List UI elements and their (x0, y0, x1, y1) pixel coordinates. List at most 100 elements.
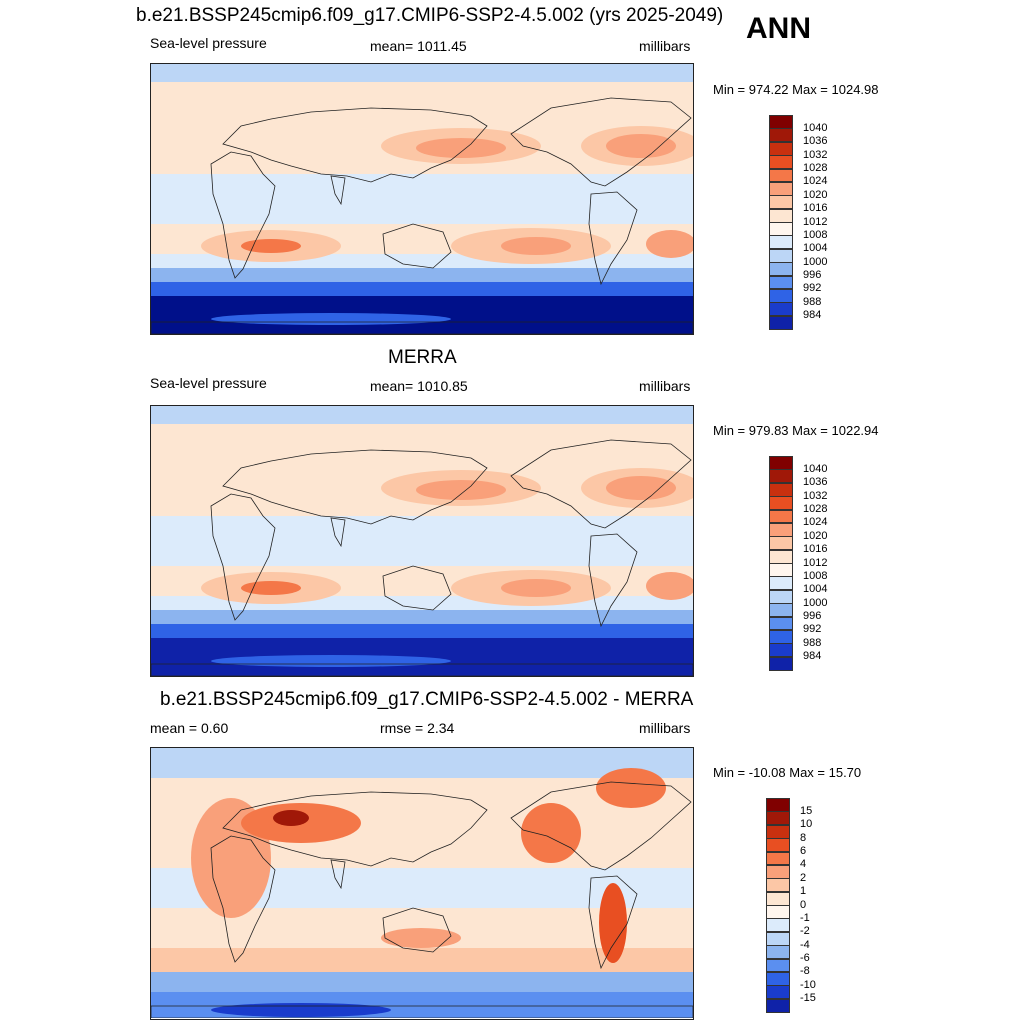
panel-2-map (150, 405, 694, 677)
colorbar-tick-label: 1032 (803, 148, 828, 161)
contour-band (241, 239, 301, 253)
colorbar-tick-label: 1008 (803, 569, 828, 582)
colorbar-swatch (766, 864, 790, 879)
season-label: ANN (746, 12, 811, 45)
colorbar-tick-label: 1008 (803, 228, 828, 241)
colorbar-swatch (769, 456, 793, 470)
colorbar-tick-label: 992 (803, 282, 822, 295)
colorbar-swatch (769, 563, 793, 577)
panel-1-units-label: millibars (639, 38, 691, 54)
colorbar-tick-label: -8 (800, 965, 810, 978)
coastline (222, 107, 488, 183)
colorbar-swatch (766, 918, 790, 933)
colorbar-swatch (766, 958, 790, 973)
contour-band (599, 883, 627, 963)
colorbar-swatch (769, 549, 793, 564)
panel-3-map (150, 747, 694, 1020)
contour-band (606, 476, 676, 500)
colorbar-swatch (766, 811, 790, 826)
colorbar-swatch (769, 168, 793, 183)
colorbar-tick-label: 1016 (803, 543, 828, 556)
colorbar-swatch (769, 262, 793, 276)
panel-3-minmax: Min = -10.08 Max = 15.70 (713, 765, 862, 780)
panel-2-units-label: millibars (639, 378, 691, 394)
colorbar-swatch (766, 851, 790, 866)
colorbar-tick-label: 1000 (803, 255, 828, 268)
coastline (510, 439, 692, 529)
colorbar-tick-label: -2 (800, 925, 810, 938)
colorbar-tick-label: 4 (800, 858, 807, 871)
colorbar-tick-label: 1024 (803, 516, 828, 529)
colorbar-tick-label: 1020 (803, 188, 828, 201)
colorbar-swatch (766, 824, 790, 839)
contour-band (501, 237, 571, 255)
coastline (588, 191, 638, 286)
panel-2-colorbar: 1040 1036 1032 1028 1024 1020 1016 1012 1008 1004… (769, 456, 859, 671)
contour-band (151, 624, 693, 638)
colorbar-tick-label: 1040 (803, 121, 828, 134)
colorbar-tick-label: -1 (800, 911, 810, 924)
colorbar-tick-label: 1000 (803, 596, 828, 609)
colorbar-swatch (769, 115, 793, 129)
contour-band (151, 268, 693, 282)
colorbar-swatch (766, 798, 790, 812)
coastline (330, 517, 346, 548)
contour-band (151, 748, 693, 778)
contour-band (381, 928, 461, 948)
colorbar-swatch (769, 288, 793, 303)
contour-band (646, 572, 693, 600)
colorbar-swatch (766, 998, 790, 1013)
panel-3-colorbar: 15 10 8 6 4 2 1 0 -1 -2 -4 -6 -8 -10 -15 (766, 798, 856, 1013)
colorbar-swatch (769, 522, 793, 537)
panel-2-title: MERRA (388, 347, 457, 368)
coastline (222, 449, 488, 525)
contour-band (521, 803, 581, 863)
contour-band (273, 810, 309, 826)
colorbar-swatch (769, 616, 793, 631)
contour-band (151, 174, 693, 224)
colorbar-tick-label: 1028 (803, 503, 828, 515)
colorbar-tick-label: 6 (800, 845, 807, 857)
colorbar-tick-label: 1012 (803, 215, 828, 228)
coastline (510, 97, 692, 187)
colorbar-tick-label: 1036 (803, 135, 828, 148)
colorbar-swatch (769, 141, 793, 156)
colorbar-tick-label: 10 (800, 818, 813, 831)
contour-band (416, 480, 506, 500)
colorbar-swatch (769, 208, 793, 223)
colorbar-swatch (766, 905, 790, 919)
colorbar-tick-label: 1024 (803, 175, 828, 188)
map-canvas (151, 406, 693, 676)
contour-band (606, 134, 676, 158)
panel-1-colorbar: 1040 1036 1032 1028 1024 1020 1016 1012 1008 1004… (769, 115, 859, 330)
colorbar-tick-label: 988 (803, 295, 822, 308)
colorbar-tick-label: 2 (800, 871, 807, 884)
coastline (210, 835, 276, 963)
coastline (151, 663, 693, 676)
colorbar-swatch (769, 195, 793, 210)
colorbar-swatch (769, 181, 793, 196)
colorbar-tick-label: 988 (803, 636, 822, 649)
contour-band (151, 516, 693, 566)
contour-band (151, 972, 693, 992)
coastline (222, 791, 488, 867)
coastline (382, 907, 452, 953)
map-canvas (151, 64, 693, 334)
contour-band (151, 64, 693, 82)
colorbar-swatch (769, 576, 793, 591)
colorbar-tick-label: 984 (803, 650, 822, 663)
panel-3-units-label: millibars (639, 720, 691, 736)
colorbar-swatch (769, 302, 793, 317)
colorbar-swatch (769, 222, 793, 236)
colorbar-tick-label: 1004 (803, 242, 828, 255)
coastline (382, 223, 452, 269)
panel-1-title: b.e21.BSSP245cmip6.f09_g17.CMIP6-SSP2-4.… (136, 5, 724, 26)
contour-band (211, 313, 451, 325)
panel-1-minmax: Min = 974.22 Max = 1024.98 (713, 82, 879, 97)
colorbar-tick-label: 1036 (803, 476, 828, 489)
coastline (588, 875, 638, 970)
colorbar-swatch (769, 315, 793, 330)
colorbar-swatch (766, 891, 790, 906)
colorbar-swatch (766, 878, 790, 893)
panel-3-rmse-label: rmse = 2.34 (380, 720, 455, 736)
